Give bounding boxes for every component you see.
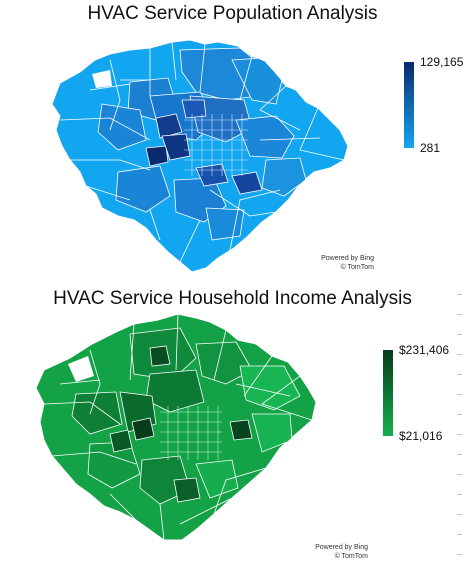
population-region[interactable] <box>97 103 147 151</box>
population-map-panel: HVAC Service Population Analysis <box>0 0 465 282</box>
income-map-notch <box>68 356 94 382</box>
population-legend-min: 281 <box>420 141 441 155</box>
population-region-high[interactable] <box>155 113 183 139</box>
population-legend-gradient <box>404 62 414 148</box>
income-legend-max: $231,406 <box>399 343 450 357</box>
attribution-powered-by: Powered by Bing <box>321 255 374 262</box>
population-region-high[interactable] <box>145 145 169 167</box>
population-map-attribution: Powered by Bing © TomTom <box>300 254 374 272</box>
income-region[interactable] <box>195 459 239 499</box>
population-legend-max: 129,165 <box>420 55 464 69</box>
income-region-high[interactable] <box>229 419 253 441</box>
income-region-high[interactable] <box>131 417 155 441</box>
income-region-high[interactable] <box>149 345 171 367</box>
income-legend-gradient <box>383 350 393 436</box>
income-region-high[interactable] <box>109 429 133 453</box>
income-district-borders <box>43 314 313 540</box>
income-map-title: HVAC Service Household Income Analysis <box>53 288 412 309</box>
population-region[interactable] <box>189 95 253 143</box>
attribution-tomtom: © TomTom <box>334 553 368 560</box>
attribution-powered-by: Powered by Bing <box>315 544 368 551</box>
population-choropleth-map[interactable] <box>0 0 465 282</box>
income-choropleth-map[interactable] <box>0 284 465 568</box>
population-urban-grid <box>184 114 248 176</box>
population-region-high[interactable] <box>161 133 191 161</box>
income-legend-min: $21,016 <box>399 429 443 443</box>
income-map-panel: HVAC Service Household Income Analysis <box>0 284 465 568</box>
population-region-high[interactable] <box>181 99 207 119</box>
income-map-attribution: Powered by Bing © TomTom <box>280 543 368 561</box>
scroll-tick-marks <box>455 294 465 564</box>
population-map-title: HVAC Service Population Analysis <box>87 3 378 24</box>
population-region[interactable] <box>205 207 245 241</box>
income-region[interactable] <box>195 341 253 385</box>
income-region-high[interactable] <box>173 477 201 503</box>
population-region-high[interactable] <box>231 171 263 195</box>
population-region[interactable] <box>261 157 307 197</box>
attribution-tomtom: © TomTom <box>340 264 374 271</box>
income-urban-grid <box>160 406 222 460</box>
population-map-notch <box>92 70 112 88</box>
population-district-borders <box>59 41 345 263</box>
